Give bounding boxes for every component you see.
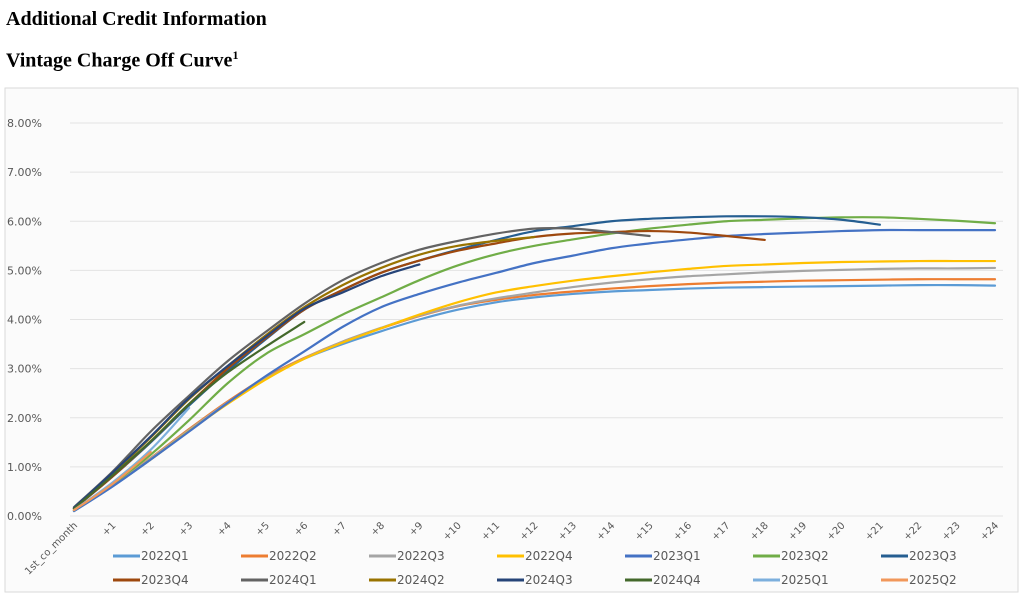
y-tick-label: 6.00% (7, 215, 42, 228)
series-line-2023Q2 (72, 216, 997, 512)
y-axis-ticks: 0.00% 1.00% 2.00% 3.00% 4.00% 5.00% 6.00% 7.00%… (7, 117, 42, 523)
legend-item[interactable]: 2024Q1 (241, 573, 317, 587)
legend: 2022Q1 2022Q2 2022Q3 2022Q4 2023Q1 2023Q2 2023… (113, 549, 957, 587)
legend-label: 2023Q1 (653, 549, 701, 563)
legend-label: 2024Q4 (653, 573, 701, 587)
legend-item[interactable]: 2024Q3 (497, 573, 573, 587)
legend-item[interactable]: 2022Q3 (369, 549, 445, 563)
y-tick-label: 5.00% (7, 264, 42, 277)
legend-item[interactable]: 2025Q1 (753, 573, 829, 587)
legend-item[interactable]: 2022Q1 (113, 549, 189, 563)
chart-heading: Vintage Charge Off Curve1 (6, 48, 238, 73)
legend-label: 2025Q2 (909, 573, 957, 587)
section-title: Additional Credit Information (6, 8, 267, 30)
y-tick-label: 2.00% (7, 412, 42, 425)
legend-label: 2023Q3 (909, 549, 957, 563)
legend-item[interactable]: 2023Q1 (625, 549, 701, 563)
footnote-mark: 1 (232, 48, 239, 62)
y-tick-label: 1.00% (7, 461, 42, 474)
series-line-2024Q3 (72, 263, 421, 509)
chart-heading-text: Vintage Charge Off Curve (6, 49, 233, 72)
legend-label: 2024Q2 (397, 573, 445, 587)
series-line-2023Q1 (72, 228, 997, 513)
series-lines (72, 215, 997, 513)
legend-label: 2022Q4 (525, 549, 573, 563)
series-line-2024Q1 (72, 226, 651, 509)
y-tick-label: 0.00% (7, 510, 42, 523)
legend-label: 2022Q1 (141, 549, 189, 563)
legend-label: 2025Q1 (781, 573, 829, 587)
legend-item[interactable]: 2023Q3 (881, 549, 957, 563)
series-line-2024Q4 (72, 320, 306, 510)
legend-item[interactable]: 2022Q2 (241, 549, 317, 563)
y-tick-label: 8.00% (7, 117, 42, 130)
legend-label: 2022Q2 (269, 549, 317, 563)
legend-label: 2024Q1 (269, 573, 317, 587)
legend-label: 2022Q3 (397, 549, 445, 563)
legend-item[interactable]: 2023Q2 (753, 549, 829, 563)
y-tick-label: 3.00% (7, 363, 42, 376)
legend-item[interactable]: 2022Q4 (497, 549, 573, 563)
legend-item[interactable]: 2025Q2 (881, 573, 957, 587)
legend-label: 2023Q2 (781, 549, 829, 563)
legend-label: 2024Q3 (525, 573, 573, 587)
legend-item[interactable]: 2023Q4 (113, 573, 189, 587)
legend-label: 2023Q4 (141, 573, 189, 587)
legend-item[interactable]: 2024Q4 (625, 573, 701, 587)
y-tick-label: 7.00% (7, 166, 42, 179)
series-line-2025Q2 (72, 451, 152, 512)
y-tick-label: 4.00% (7, 314, 42, 327)
legend-item[interactable]: 2024Q2 (369, 573, 445, 587)
